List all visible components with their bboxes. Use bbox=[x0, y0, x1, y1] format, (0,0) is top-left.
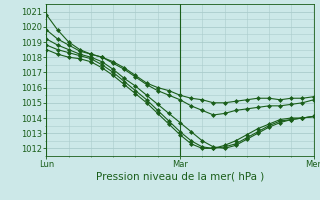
X-axis label: Pression niveau de la mer( hPa ): Pression niveau de la mer( hPa ) bbox=[96, 172, 264, 182]
